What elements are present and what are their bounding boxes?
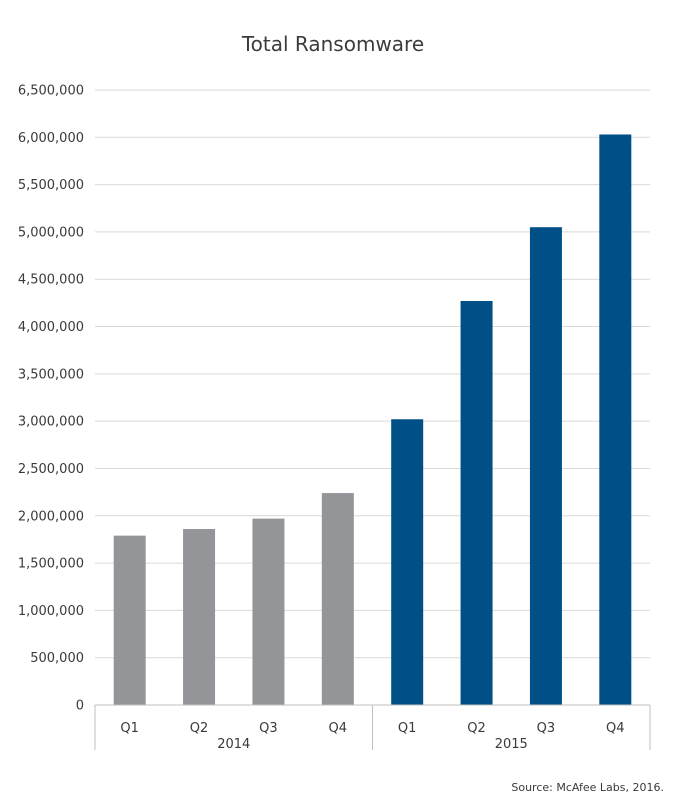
bars	[113, 134, 632, 705]
bar-2015-q2	[460, 300, 493, 705]
x-tick-label: Q2	[467, 721, 486, 736]
chart-title: Total Ransomware	[241, 32, 424, 56]
grid	[95, 89, 650, 659]
bar-2014-q3	[252, 518, 285, 705]
y-tick-label: 5,000,000	[18, 225, 84, 240]
y-axis-ticks: 0 500,000 1,000,000 1,500,000 2,000,000 2,500…	[18, 84, 84, 714]
x-tick-label: Q3	[537, 721, 556, 736]
y-tick-label: 4,500,000	[18, 273, 84, 288]
y-tick-label: 5,500,000	[18, 178, 84, 193]
y-tick-label: 0	[76, 699, 84, 714]
x-group-label-2015: 2015	[495, 737, 528, 752]
x-tick-label: Q1	[120, 721, 139, 736]
source-note: Source: McAfee Labs, 2016.	[511, 781, 664, 794]
bar-2014-q2	[183, 529, 216, 705]
y-tick-label: 2,500,000	[18, 462, 84, 477]
y-tick-label: 1,000,000	[18, 604, 84, 619]
y-tick-label: 6,500,000	[18, 84, 84, 99]
y-tick-label: 3,000,000	[18, 415, 84, 430]
bar-2014-q1	[113, 535, 146, 705]
x-axis: Q1 Q2 Q3 Q4 2014 Q1 Q2 Q3 Q4 2015	[94, 704, 651, 752]
x-tick-label: Q4	[606, 721, 625, 736]
y-tick-label: 4,000,000	[18, 320, 84, 335]
y-tick-label: 1,500,000	[18, 557, 84, 572]
x-group-label-2014: 2014	[217, 737, 250, 752]
y-tick-label: 500,000	[30, 651, 84, 666]
y-tick-label: 2,000,000	[18, 509, 84, 524]
bar-2015-q3	[529, 227, 562, 705]
x-tick-label: Q4	[329, 721, 348, 736]
x-tick-label: Q3	[259, 721, 278, 736]
bar-2015-q1	[391, 419, 424, 705]
x-tick-label: Q2	[190, 721, 209, 736]
y-tick-label: 3,500,000	[18, 367, 84, 382]
bar-2015-q4	[599, 134, 632, 705]
x-tick-label: Q1	[398, 721, 417, 736]
bar-2014-q4	[321, 493, 354, 705]
y-tick-label: 6,000,000	[18, 131, 84, 146]
